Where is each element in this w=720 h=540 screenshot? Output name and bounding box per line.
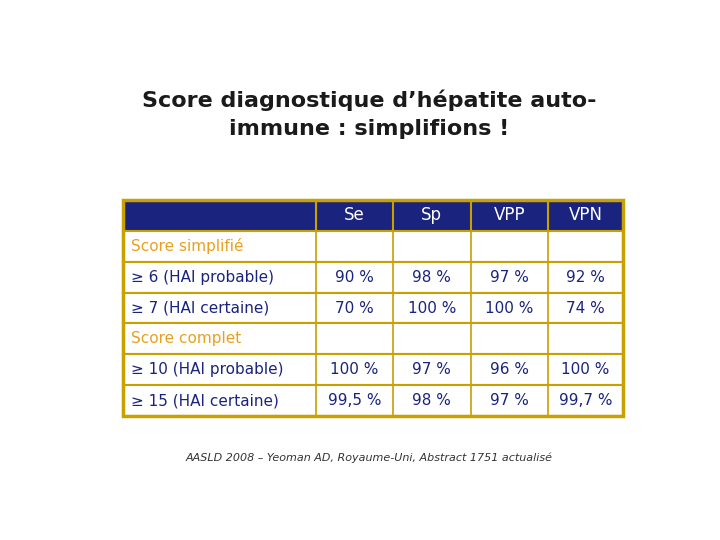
Text: immune : simplifions !: immune : simplifions ! (229, 119, 509, 139)
Bar (124, 293, 623, 323)
Text: ≥ 7 (HAI certaine): ≥ 7 (HAI certaine) (131, 301, 269, 315)
Bar (124, 200, 623, 416)
Text: 97 %: 97 % (413, 362, 451, 377)
Text: AASLD 2008 – Yeoman AD, Royaume-Uni, Abstract 1751 actualisé: AASLD 2008 – Yeoman AD, Royaume-Uni, Abs… (186, 453, 552, 463)
Text: 99,5 %: 99,5 % (328, 393, 381, 408)
Text: 99,7 %: 99,7 % (559, 393, 612, 408)
Bar (124, 385, 623, 416)
Bar (124, 323, 623, 354)
Text: Score simplifié: Score simplifié (131, 238, 243, 254)
Text: 100 %: 100 % (485, 301, 534, 315)
Text: 74 %: 74 % (566, 301, 605, 315)
Text: 70 %: 70 % (335, 301, 374, 315)
Text: ≥ 15 (HAI certaine): ≥ 15 (HAI certaine) (131, 393, 279, 408)
Bar (124, 231, 623, 262)
Text: 90 %: 90 % (335, 269, 374, 285)
Text: 100 %: 100 % (408, 301, 456, 315)
Text: Se: Se (344, 206, 365, 225)
Text: VPN: VPN (568, 206, 603, 225)
Text: 92 %: 92 % (566, 269, 605, 285)
Text: Score complet: Score complet (131, 332, 241, 347)
Bar (124, 200, 623, 231)
Text: VPP: VPP (493, 206, 525, 225)
Text: Sp: Sp (421, 206, 442, 225)
Text: 100 %: 100 % (330, 362, 379, 377)
Text: 100 %: 100 % (562, 362, 610, 377)
Bar (124, 354, 623, 385)
Text: 96 %: 96 % (490, 362, 528, 377)
Text: 97 %: 97 % (490, 393, 528, 408)
Bar (124, 262, 623, 293)
Text: 98 %: 98 % (413, 269, 451, 285)
Text: 98 %: 98 % (413, 393, 451, 408)
Text: Score diagnostique d’hépatite auto-: Score diagnostique d’hépatite auto- (142, 90, 596, 111)
Text: ≥ 6 (HAI probable): ≥ 6 (HAI probable) (131, 269, 274, 285)
Text: ≥ 10 (HAI probable): ≥ 10 (HAI probable) (131, 362, 283, 377)
Text: 97 %: 97 % (490, 269, 528, 285)
